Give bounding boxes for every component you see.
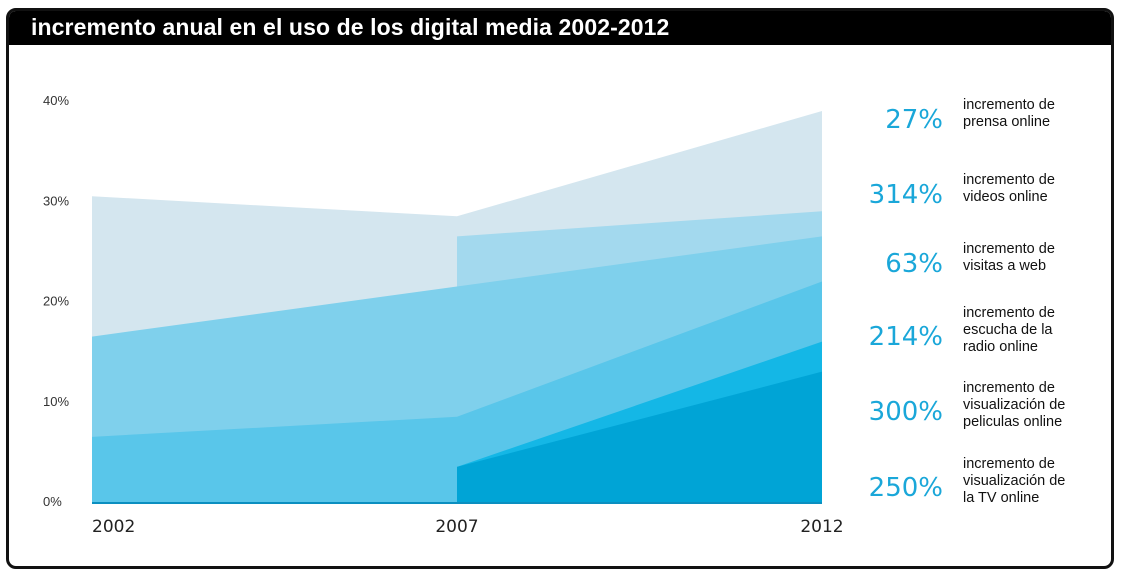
y-tick-label: 0% — [43, 494, 62, 509]
stat-description-line: prensa online — [963, 114, 1051, 130]
stat-description-line: videos online — [963, 189, 1048, 205]
stat-description: incremento de visualización de la TV onlin… — [963, 456, 1111, 507]
stat-description: incremento de prensa online — [963, 97, 1111, 131]
area-chart: 0% 10% 20% 30% 40% 2002 2007 2012 — [43, 93, 844, 537]
stat-description-line: radio online — [963, 339, 1038, 355]
stat-description-line: visitas a web — [963, 258, 1047, 274]
stat-item: 63% incremento de visitas a web — [849, 241, 1103, 301]
y-tick-label: 20% — [43, 294, 69, 309]
title-bar: incremento anual en el uso de los digita… — [9, 11, 1111, 45]
stat-description: incremento de escucha de la radio online — [963, 305, 1111, 356]
stat-item: 300% incremento de visualización de pelicul… — [849, 380, 1103, 440]
stat-description-line: visualización de — [963, 473, 1066, 489]
x-tick-label: 2007 — [435, 517, 478, 537]
stat-description-line: visualización de — [963, 397, 1066, 413]
y-tick-label: 30% — [43, 193, 69, 208]
stat-description-line: incremento de — [963, 380, 1055, 396]
stat-description-line: incremento de — [963, 456, 1055, 472]
chart-title: incremento anual en el uso de los digita… — [31, 14, 670, 40]
stat-description-line: incremento de — [963, 305, 1055, 321]
stat-description: incremento de visualización de peliculas o… — [963, 380, 1111, 431]
stat-percent: 300% — [868, 397, 943, 427]
stat-item: 214% incremento de escucha de la radio onli… — [849, 305, 1103, 365]
stat-description-line: incremento de — [963, 97, 1055, 113]
stat-description-line: escucha de la — [963, 322, 1053, 338]
area-series-group — [92, 111, 822, 504]
stat-item: 27% incremento de prensa online — [849, 97, 1103, 157]
x-axis-ticks: 2002 2007 2012 — [92, 517, 844, 537]
stat-description: incremento de videos online — [963, 172, 1111, 206]
x-tick-label: 2002 — [92, 517, 135, 537]
chart-frame: incremento anual en el uso de los digita… — [6, 8, 1114, 569]
y-axis-ticks: 0% 10% 20% 30% 40% — [43, 93, 69, 509]
x-tick-label: 2012 — [800, 517, 843, 537]
stat-item: 250% incremento de visualización de la TV o… — [849, 456, 1103, 516]
stat-percent: 27% — [885, 105, 943, 135]
stat-description-line: incremento de — [963, 172, 1055, 188]
stat-description-line: la TV online — [963, 490, 1040, 506]
y-tick-label: 10% — [43, 394, 69, 409]
stat-percent: 250% — [868, 473, 943, 503]
stat-percent: 314% — [868, 180, 943, 210]
stat-percent: 214% — [868, 322, 943, 352]
stat-percent: 63% — [885, 249, 943, 279]
stat-description: incremento de visitas a web — [963, 241, 1111, 275]
stat-description-line: peliculas online — [963, 414, 1063, 430]
stat-item: 314% incremento de videos online — [849, 172, 1103, 232]
stat-description-line: incremento de — [963, 241, 1055, 257]
area-series-6 — [457, 371, 822, 502]
y-tick-label: 40% — [43, 93, 69, 108]
